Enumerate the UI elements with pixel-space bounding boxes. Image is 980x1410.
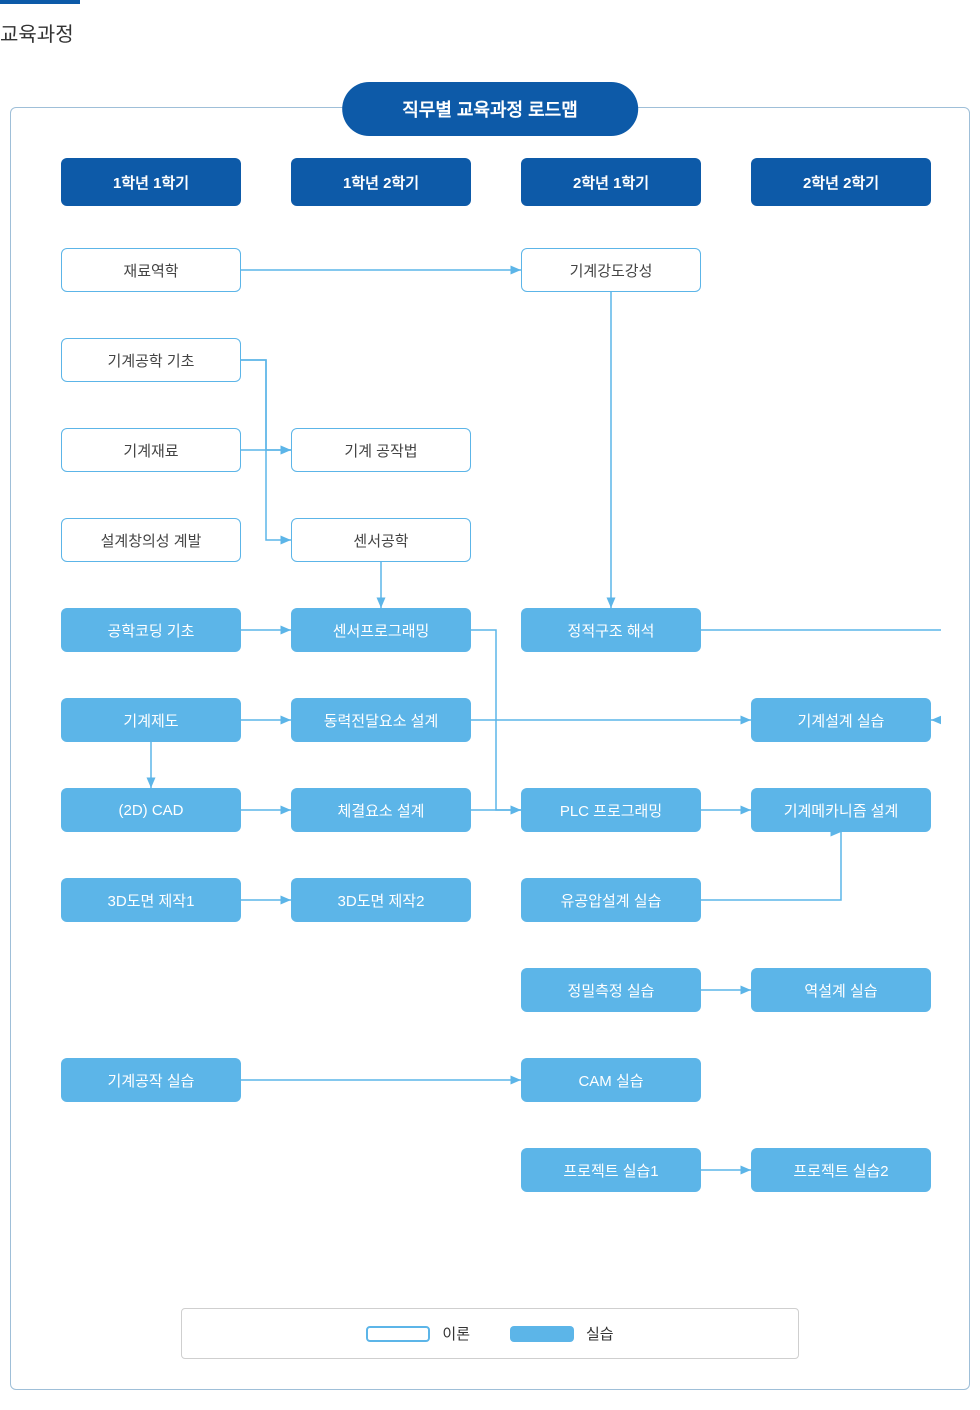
semester-header: 2학년 1학기 xyxy=(521,158,701,206)
legend-theory-label: 이론 xyxy=(442,1323,470,1344)
course-node: 3D도면 제작2 xyxy=(291,878,471,922)
semester-header: 1학년 2학기 xyxy=(291,158,471,206)
course-node: 기계제도 xyxy=(61,698,241,742)
top-accent xyxy=(0,0,80,4)
course-node: 3D도면 제작1 xyxy=(61,878,241,922)
course-node: 기계공학 기초 xyxy=(61,338,241,382)
course-node: 설계창의성 계발 xyxy=(61,518,241,562)
course-node: 센서공학 xyxy=(291,518,471,562)
legend-practice-swatch xyxy=(510,1326,574,1342)
course-node: (2D) CAD xyxy=(61,788,241,832)
course-node: 기계메카니즘 설계 xyxy=(751,788,931,832)
course-node: 기계강도강성 xyxy=(521,248,701,292)
course-node: CAM 실습 xyxy=(521,1058,701,1102)
course-node: 프로젝트 실습1 xyxy=(521,1148,701,1192)
course-node: 체결요소 설계 xyxy=(291,788,471,832)
roadmap-title: 직무별 교육과정 로드맵 xyxy=(342,82,638,136)
legend: 이론 실습 xyxy=(181,1308,799,1359)
semester-header: 2학년 2학기 xyxy=(751,158,931,206)
semester-header: 1학년 1학기 xyxy=(61,158,241,206)
legend-practice: 실습 xyxy=(510,1323,614,1344)
roadmap-diagram: 1학년 1학기 1학년 2학기 2학년 1학기 2학년 2학기재료역학 기계강도강성기계… xyxy=(41,158,941,1288)
roadmap-container: 직무별 교육과정 로드맵 1학년 1학기1학년 2학기2학년 1학기2학년 2학… xyxy=(10,107,970,1390)
course-node: 공학코딩 기초 xyxy=(61,608,241,652)
course-node: 기계재료 xyxy=(61,428,241,472)
course-node: 기계설계 실습 xyxy=(751,698,931,742)
legend-practice-label: 실습 xyxy=(586,1323,614,1344)
course-node: 기계공작 실습 xyxy=(61,1058,241,1102)
course-node: 재료역학 xyxy=(61,248,241,292)
legend-theory: 이론 xyxy=(366,1323,470,1344)
course-node: 역설계 실습 xyxy=(751,968,931,1012)
course-node: 동력전달요소 설계 xyxy=(291,698,471,742)
top-bar xyxy=(0,0,980,8)
course-node: 정적구조 해석 xyxy=(521,608,701,652)
course-node: 기계 공작법 xyxy=(291,428,471,472)
legend-theory-swatch xyxy=(366,1326,430,1342)
page-title: 교육과정 xyxy=(0,8,980,67)
course-node: 유공압설계 실습 xyxy=(521,878,701,922)
course-node: PLC 프로그래밍 xyxy=(521,788,701,832)
course-node: 프로젝트 실습2 xyxy=(751,1148,931,1192)
course-node: 정밀측정 실습 xyxy=(521,968,701,1012)
course-node: 센서프로그래밍 xyxy=(291,608,471,652)
